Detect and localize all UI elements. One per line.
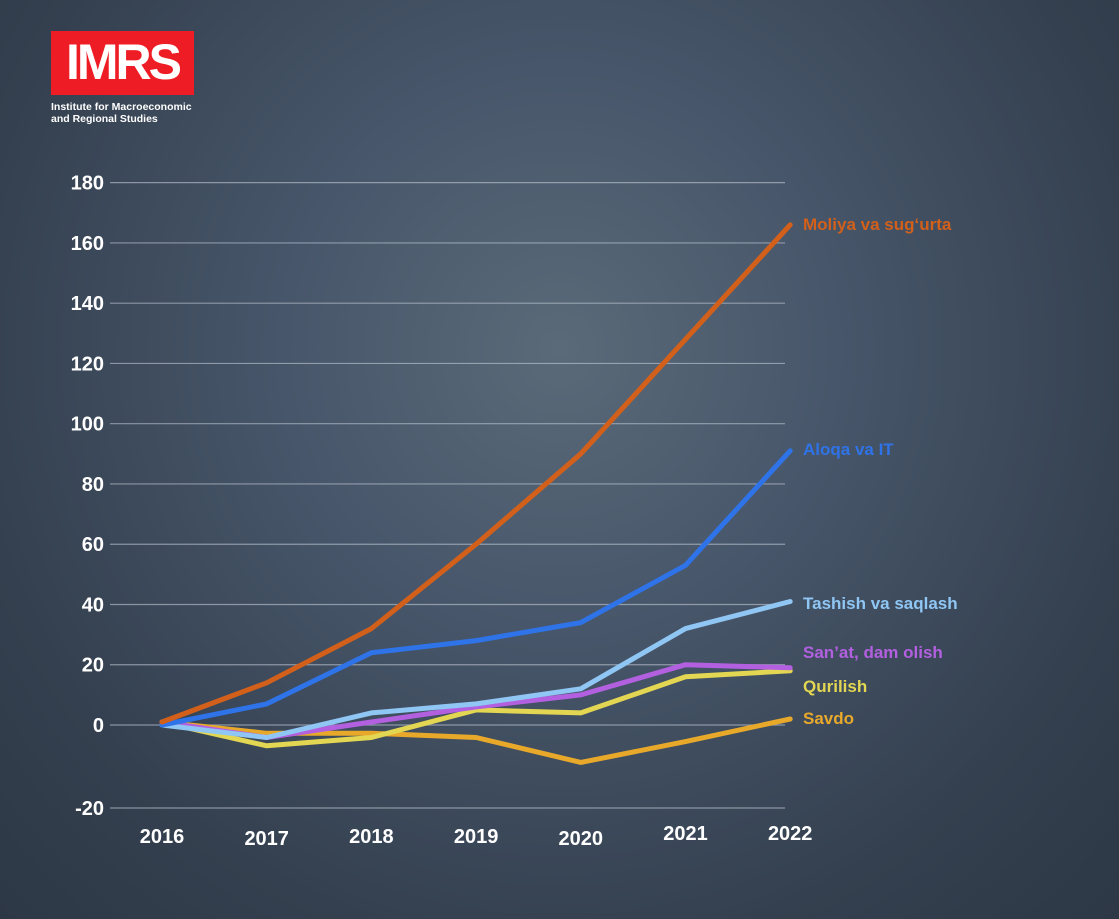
x-tick-label: 2022 <box>768 823 813 845</box>
series-label: Savdo <box>803 709 854 728</box>
series-label: Aloqa va IT <box>803 440 894 459</box>
logo-subtitle-line2: and Regional Studies <box>51 113 158 125</box>
logo-subtitle-line1: Institute for Macroeconomic <box>51 101 192 113</box>
series-label: Moliya va sug‘urta <box>803 215 952 234</box>
series-line <box>159 716 793 765</box>
x-axis-labels: 2016 2017 2018 2019 2020 2021 2022 <box>140 823 813 850</box>
y-tick-label: 20 <box>82 655 104 677</box>
logo-mark: IMRS <box>66 34 182 90</box>
series-labels: Moliya va sug‘urta Aloqa va IT Tashish va … <box>803 215 958 728</box>
y-tick-label: 140 <box>71 293 104 315</box>
series-lines <box>159 222 793 765</box>
y-tick-label: 60 <box>82 534 104 556</box>
y-tick-label: 80 <box>82 474 104 496</box>
series-line <box>159 222 793 725</box>
x-tick-label: 2020 <box>559 828 604 850</box>
series-line <box>159 599 793 740</box>
y-tick-label: 120 <box>71 353 104 375</box>
y-tick-label: 180 <box>71 173 104 195</box>
x-tick-label: 2021 <box>663 823 708 845</box>
imrs-logo: IMRS Institute for Macroeconomic and Reg… <box>51 31 201 125</box>
y-tick-label: 160 <box>71 233 104 255</box>
series-label: Tashish va saqlash <box>803 594 958 613</box>
x-tick-label: 2017 <box>244 828 289 850</box>
logo-subtitle: Institute for Macroeconomic and Regional… <box>51 101 201 125</box>
x-tick-label: 2019 <box>454 826 499 848</box>
series-label: San’at, dam olish <box>803 643 943 662</box>
series-line <box>159 668 793 749</box>
y-axis-labels: -20 0 20 40 60 80 100 120 140 160 180 <box>71 173 104 820</box>
y-tick-label: 0 <box>93 715 104 737</box>
y-tick-label: 100 <box>71 414 104 436</box>
logo-badge: IMRS <box>51 31 194 95</box>
y-tick-label: -20 <box>75 798 104 820</box>
x-tick-label: 2016 <box>140 826 185 848</box>
series-line <box>159 448 793 728</box>
series-label: Qurilish <box>803 677 867 696</box>
y-tick-label: 40 <box>82 594 104 616</box>
x-tick-label: 2018 <box>349 826 394 848</box>
gridlines <box>110 182 785 809</box>
